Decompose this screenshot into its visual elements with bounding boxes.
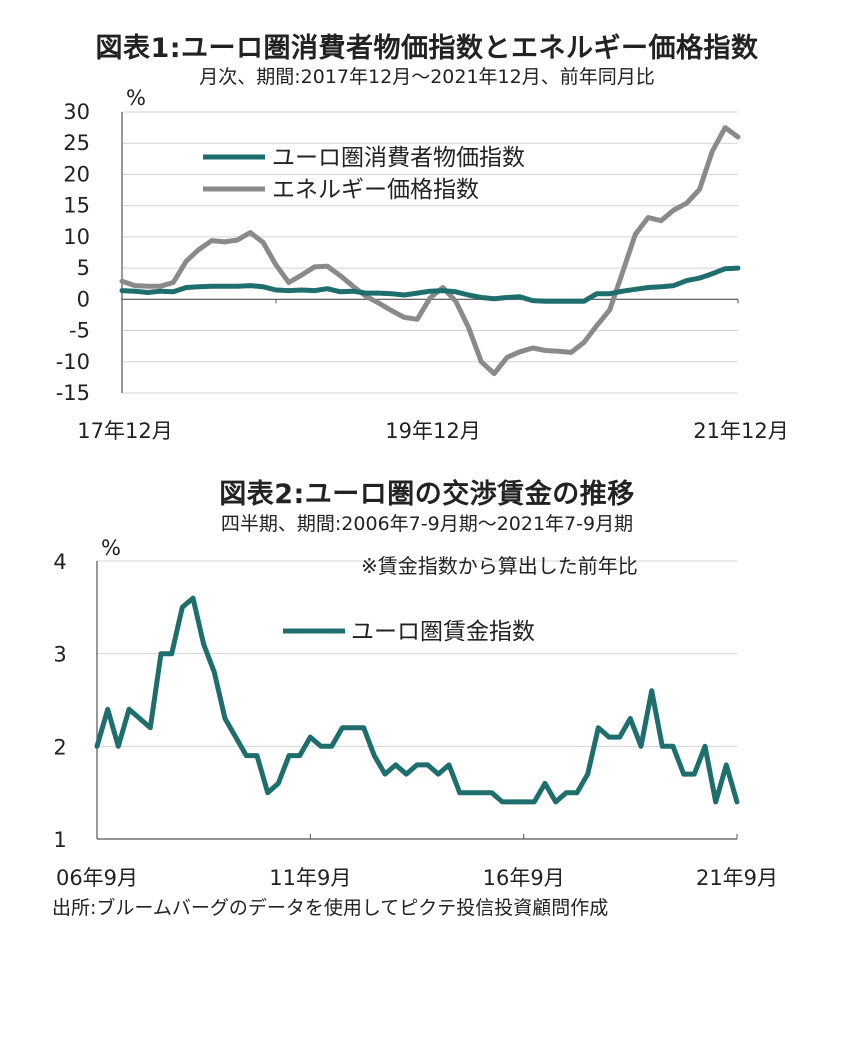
chart1-legend-label: エネルギー価格指数 (272, 177, 479, 203)
chart1-ytick-label: 10 (63, 225, 90, 249)
chart1-xtick-label: 17年12月 (77, 419, 172, 443)
chart1-subtitle: 月次、期間:2017年12月～2021年12月、前年同月比 (199, 66, 655, 88)
chart1-legend-label: ユーロ圏消費者物価指数 (272, 145, 525, 171)
chart1-unit-label: % (126, 86, 146, 110)
chart1-ytick-label: 5 (77, 256, 90, 280)
chart1-xtick-label: 19年12月 (385, 419, 480, 443)
chart1-ytick-label: 20 (63, 162, 90, 186)
chart1-ytick-label: -15 (56, 381, 90, 405)
chart2-xtick-label: 11年9月 (269, 866, 351, 890)
chart2-ytick-label: 3 (53, 643, 66, 667)
chart1-series-cpi-line (119, 265, 741, 304)
chart1-ytick-label: -10 (56, 350, 90, 374)
chart1-series-energy-line (119, 125, 741, 377)
chart1-ytick-label: 0 (77, 287, 90, 311)
chart2-xtick-label: 06年9月 (56, 866, 138, 890)
chart2-series-wage-line (94, 595, 740, 805)
chart2-title: 図表2:ユーロ圏の交渉賃金の推移 (219, 479, 635, 510)
chart2-xtick-label: 16年9月 (483, 866, 565, 890)
chart1-ytick-label: 30 (63, 100, 90, 124)
chart1-ytick-label: 25 (63, 131, 90, 155)
chart1-ytick-label: -5 (69, 319, 90, 343)
chart1-ytick-label: 15 (63, 194, 90, 218)
chart2-unit-label: % (101, 536, 121, 560)
chart2-ytick-label: 1 (53, 828, 66, 852)
source-note: 出所:ブルームバーグのデータを使用してピクテ投信投資顧問作成 (52, 897, 609, 919)
chart2-ytick-label: 2 (53, 735, 66, 759)
chart2-xtick-label: 21年9月 (696, 866, 778, 890)
chart1-xtick-label: 21年12月 (693, 419, 788, 443)
chart2-subtitle: 四半期、期間:2006年7-9月期～2021年7-9月期 (220, 513, 634, 535)
chart2-ytick-label: 4 (53, 550, 66, 574)
chart1-title: 図表1:ユーロ圏消費者物価指数とエネルギー価格指数 (95, 33, 759, 64)
chart2-note: ※賃金指数から算出した前年比 (361, 554, 638, 578)
chart2-legend-label: ユーロ圏賃金指数 (351, 619, 535, 645)
